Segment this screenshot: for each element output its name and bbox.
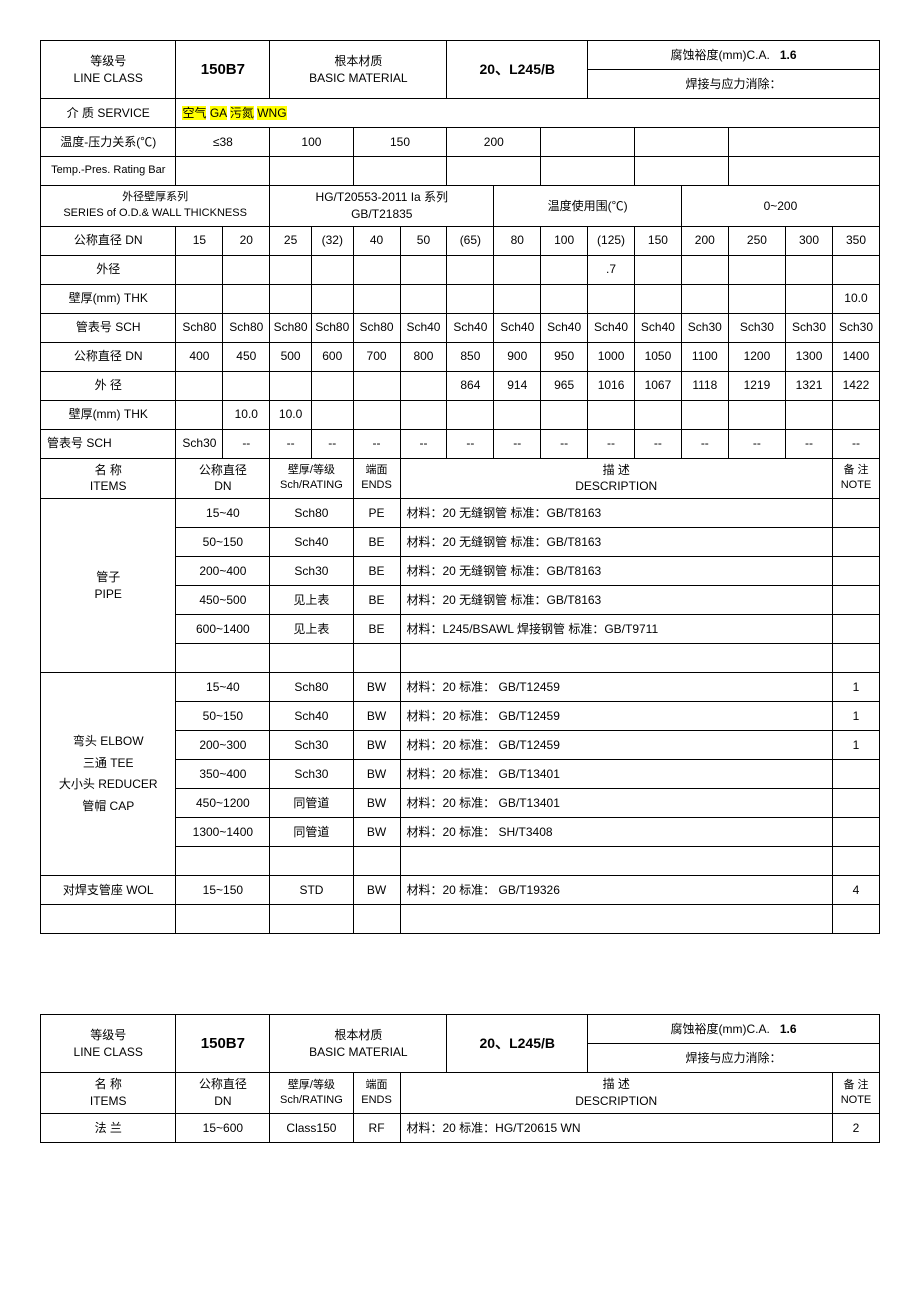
material-value: 20、L245/B [447, 41, 588, 99]
tp-c5 [541, 128, 635, 157]
dn-header-2: 公称直径 DN 40045050060070080085090095010001… [41, 342, 880, 371]
tp-c2: 100 [270, 128, 353, 157]
thk-row-1: 壁厚(mm) THK 10.0 [41, 284, 880, 313]
pipe-row: 管子PIPE 15~40Sch80PE材料：20 无缝钢管 标准：GB/T816… [41, 499, 880, 528]
service-value: 空气 GA 污氮 WNG [176, 99, 880, 128]
tp-c1: ≤38 [176, 128, 270, 157]
series-label: 外径壁厚系列 SERIES of O.D.& WALL THICKNESS [41, 186, 270, 227]
wol-row-empty [41, 905, 880, 934]
tp-c4: 200 [447, 128, 541, 157]
temp-pres-label-en: Temp.-Pres. Rating Bar [41, 157, 176, 186]
weld-stress-label: 焊接与应力消除： [588, 70, 880, 99]
temp-pres-label-cn: 温度-压力关系(℃) [41, 128, 176, 157]
items-header: 名 称ITEMS 公称直径DN 壁厚/等级Sch/RATING 端面ENDS 描… [41, 458, 880, 499]
thk-row-2: 壁厚(mm) THK 10.010.0 [41, 400, 880, 429]
line-class-value-2: 150B7 [176, 1015, 270, 1073]
line-class-label-2: 等级号 LINE CLASS [41, 1015, 176, 1073]
tp-c6 [634, 128, 728, 157]
fitting-row: 弯头 ELBOW 三通 TEE 大小头 REDUCER 管帽 CAP 15~40… [41, 673, 880, 702]
spec-table-continued: 等级号 LINE CLASS 150B7 根本材质 BASIC MATERIAL… [40, 1014, 880, 1143]
pipe-title: 管子PIPE [41, 499, 176, 673]
weld-stress-label-2: 焊接与应力消除： [588, 1044, 880, 1073]
od-row-1: 外径 .7 [41, 255, 880, 284]
material-value-2: 20、L245/B [447, 1015, 588, 1073]
corrosion-allowance: 腐蚀裕度(mm)C.A. 1.6 [588, 41, 880, 70]
flange-row: 法 兰 15~600 Class150 RF 材料：20 标准：HG/T2061… [41, 1113, 880, 1142]
wol-row: 对焊支管座 WOL 15~150STDBW材料：20 标准： GB/T19326… [41, 876, 880, 905]
fittings-title: 弯头 ELBOW 三通 TEE 大小头 REDUCER 管帽 CAP [41, 673, 176, 876]
basic-material-label-2: 根本材质 BASIC MATERIAL [270, 1015, 447, 1073]
line-class-label: 等级号 LINE CLASS [41, 41, 176, 99]
od-row-2: 外 径 864914965101610671118121913211422 [41, 371, 880, 400]
tp-c3: 150 [353, 128, 447, 157]
tp-c7 [728, 128, 879, 157]
temp-range-val: 0~200 [681, 186, 879, 227]
service-label: 介 质 SERVICE [41, 99, 176, 128]
corrosion-allowance-2: 腐蚀裕度(mm)C.A. 1.6 [588, 1015, 880, 1044]
series-std: HG/T20553-2011 Ia 系列 GB/T21835 [270, 186, 494, 227]
temp-range-label: 温度使用围(℃) [494, 186, 682, 227]
sch-row-1: 管表号 SCH Sch80Sch80Sch80Sch80Sch80Sch40Sc… [41, 313, 880, 342]
items-header-2: 名 称ITEMS 公称直径DN 壁厚/等级Sch/RATING 端面ENDS 描… [41, 1073, 880, 1114]
dn-header-1: 公称直径 DN 152025(32)4050(65)80100(125)1502… [41, 226, 880, 255]
basic-material-label: 根本材质 BASIC MATERIAL [270, 41, 447, 99]
sch-row-2: 管表号 SCH Sch30---------------------------… [41, 429, 880, 458]
line-class-value: 150B7 [176, 41, 270, 99]
spec-table-main: 等级号 LINE CLASS 150B7 根本材质 BASIC MATERIAL… [40, 40, 880, 934]
